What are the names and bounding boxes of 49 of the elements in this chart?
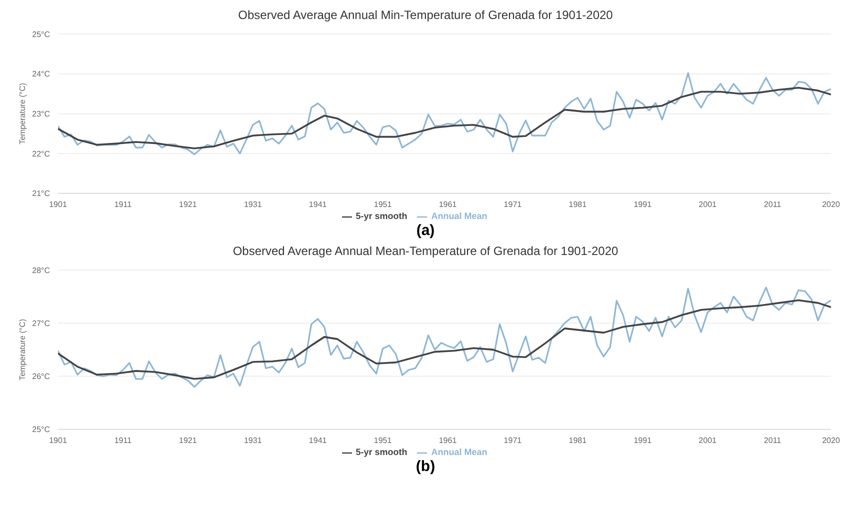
y-tick-label: 27°C	[32, 318, 50, 328]
y-tick-label: 21°C	[32, 189, 50, 198]
y-axis-title: Temperature (°C)	[18, 318, 27, 380]
legend-label: 5-yr smooth	[356, 447, 408, 458]
legend-label: 5-yr smooth	[356, 211, 408, 222]
y-tick-label: 22°C	[32, 149, 50, 158]
x-tick-label: 2001	[698, 436, 718, 446]
x-tick-label: 1991	[634, 200, 652, 210]
y-axis-title: Temperature (°C)	[18, 82, 27, 144]
x-tick-label: 1981	[568, 436, 588, 446]
x-tick-label: 1901	[49, 436, 68, 446]
y-tick-label: 28°C	[32, 266, 50, 275]
legend-label: Annual Mean	[431, 211, 488, 222]
x-tick-label: 2020	[822, 200, 840, 210]
x-tick-label: 1901	[49, 200, 68, 210]
x-tick-label: 2011	[764, 436, 782, 446]
chart-title: Observed Average Annual Mean-Temperature of Grenada for 1901-2020	[232, 244, 620, 260]
y-tick-label: 25°C	[32, 425, 50, 434]
x-tick-label: 1921	[179, 200, 198, 210]
x-tick-label: 1911	[114, 436, 132, 446]
y-tick-label: 26°C	[32, 372, 50, 382]
chart-title: Observed Average Annual Min-Temperature of Grenada for 1901-2020	[237, 8, 614, 24]
y-tick-label: 23°C	[32, 110, 50, 119]
line-series	[58, 299, 831, 380]
y-tick-label: 25°C	[32, 30, 50, 39]
line-series	[58, 72, 831, 156]
x-tick-label: 1981	[568, 200, 588, 210]
x-tick-label: 1951	[374, 200, 392, 210]
text: (b)	[414, 458, 436, 477]
x-tick-label: 1951	[374, 436, 392, 446]
x-tick-label: 1961	[438, 436, 458, 446]
x-tick-label: 2011	[764, 200, 782, 210]
x-tick-label: 1971	[504, 436, 522, 446]
line-series	[58, 86, 831, 150]
x-tick-label: 1991	[634, 436, 652, 446]
x-tick-label: 1941	[308, 436, 328, 446]
x-tick-label: 1931	[244, 200, 262, 210]
x-tick-label: 2001	[698, 200, 718, 210]
x-tick-label: 2020	[822, 436, 840, 446]
x-tick-label: 1961	[438, 200, 458, 210]
legend-label: Annual Mean	[431, 447, 488, 458]
y-tick-label: 24°C	[32, 70, 50, 79]
x-tick-label: 1921	[179, 436, 198, 446]
x-tick-label: 1911	[114, 200, 132, 210]
text: (a)	[415, 222, 436, 241]
line-series	[58, 286, 831, 388]
x-tick-label: 1971	[504, 200, 522, 210]
x-tick-label: 1931	[244, 436, 262, 446]
x-tick-label: 1941	[308, 200, 328, 210]
